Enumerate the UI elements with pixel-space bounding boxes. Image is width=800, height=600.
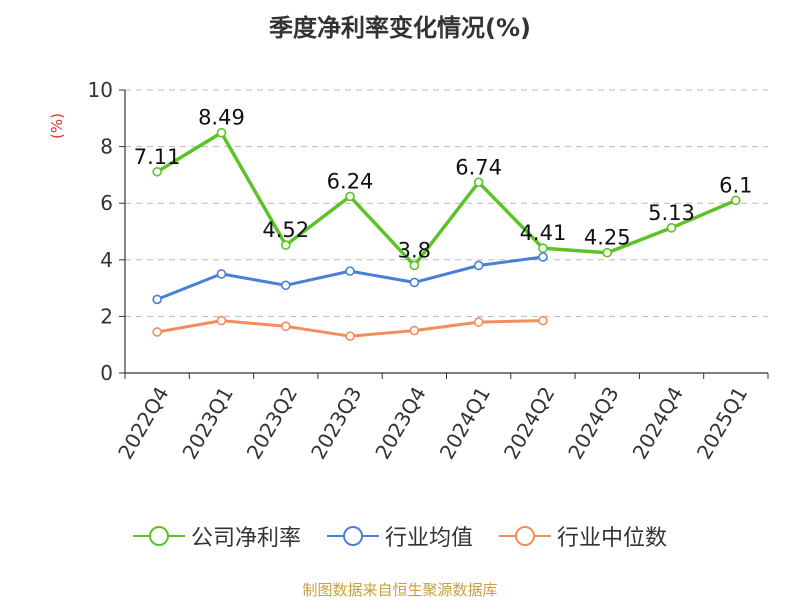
legend-label-industry-median: 行业中位数 bbox=[557, 526, 668, 551]
data-point-industry_avg bbox=[538, 252, 548, 262]
data-point-industry_median bbox=[538, 315, 548, 326]
data-point-industry_median bbox=[409, 325, 420, 336]
series-line-company bbox=[156, 130, 737, 268]
data-point-company bbox=[280, 240, 291, 250]
data-point-company bbox=[152, 166, 162, 177]
legend-label-industry-avg: 行业均值 bbox=[384, 526, 473, 551]
legend-swatch-company bbox=[132, 526, 185, 546]
series-lines bbox=[152, 127, 741, 342]
data-point-industry_median bbox=[280, 321, 291, 332]
data-label: 6.1 bbox=[719, 173, 752, 197]
data-point-industry_avg bbox=[473, 260, 484, 271]
data-point-company bbox=[345, 191, 355, 202]
legend-label-company: 公司净利率 bbox=[190, 526, 301, 551]
data-label: 3.8 bbox=[398, 238, 431, 262]
data-label: 7.11 bbox=[134, 145, 181, 169]
data-label: 6.24 bbox=[327, 169, 374, 193]
x-tick-label: 2023Q1 bbox=[177, 383, 237, 464]
data-point-industry_median bbox=[152, 327, 162, 337]
data-label: 4.52 bbox=[262, 218, 309, 242]
series-line-industry_avg bbox=[156, 255, 544, 301]
data-point-industry_avg bbox=[152, 294, 162, 305]
data-point-industry_avg bbox=[345, 266, 355, 276]
data-point-industry_avg bbox=[216, 269, 227, 279]
data-point-industry_median bbox=[216, 315, 227, 326]
legend: 公司净利率 行业均值 行业中位数 bbox=[0, 520, 800, 552]
x-tick-label: 2024Q4 bbox=[628, 383, 688, 464]
y-tick-label: 4 bbox=[100, 248, 113, 272]
x-tick-label: 2024Q3 bbox=[563, 383, 623, 464]
data-label: 4.25 bbox=[584, 226, 631, 250]
x-tick-label: 2023Q3 bbox=[306, 383, 366, 464]
data-label: 5.13 bbox=[648, 201, 695, 225]
y-tick-label: 6 bbox=[100, 191, 113, 215]
data-point-company bbox=[473, 177, 484, 188]
legend-swatch-industry-median bbox=[499, 526, 551, 546]
chart-title: 季度净利率变化情况(%) bbox=[269, 14, 531, 42]
x-tick-label: 2025Q1 bbox=[692, 383, 752, 464]
y-tick-label: 2 bbox=[100, 304, 113, 328]
data-point-company bbox=[666, 223, 677, 233]
legend-item-industry-median[interactable]: 行业中位数 bbox=[499, 520, 667, 552]
x-tick-label: 2024Q1 bbox=[435, 383, 495, 464]
y-tick-label: 8 bbox=[100, 135, 113, 159]
y-axis-label: (%) bbox=[48, 113, 66, 139]
legend-item-company[interactable]: 公司净利率 bbox=[132, 520, 301, 552]
data-point-industry_median bbox=[345, 331, 355, 342]
data-point-company bbox=[731, 195, 741, 206]
legend-swatch-industry-avg bbox=[326, 526, 379, 546]
data-point-industry_median bbox=[473, 317, 484, 327]
data-label: 8.49 bbox=[198, 106, 245, 130]
x-tick-label: 2023Q4 bbox=[370, 383, 430, 464]
y-tick-label: 10 bbox=[88, 78, 113, 102]
source-note: 制图数据来自恒生聚源数据库 bbox=[302, 581, 498, 599]
grid-lines bbox=[125, 89, 768, 317]
data-point-industry_avg bbox=[280, 280, 291, 291]
x-tick-label: 2022Q4 bbox=[113, 383, 173, 464]
data-label: 6.74 bbox=[455, 155, 502, 179]
data-point-company bbox=[538, 243, 548, 253]
data-point-company bbox=[602, 247, 613, 258]
data-point-company bbox=[216, 127, 227, 138]
y-tick-label: 0 bbox=[100, 361, 113, 385]
data-point-company bbox=[409, 260, 420, 271]
data-label: 4.41 bbox=[520, 221, 567, 245]
x-tick-label: 2024Q2 bbox=[499, 383, 559, 464]
data-labels: 7.11 8.49 4.52 6.24 3.8 6.74 4.41 4.25 5.13 6.1 bbox=[134, 106, 753, 263]
legend-item-industry-avg[interactable]: 行业均值 bbox=[326, 520, 473, 552]
data-point-industry_avg bbox=[409, 277, 420, 288]
x-tick-label: 2023Q2 bbox=[242, 383, 302, 464]
